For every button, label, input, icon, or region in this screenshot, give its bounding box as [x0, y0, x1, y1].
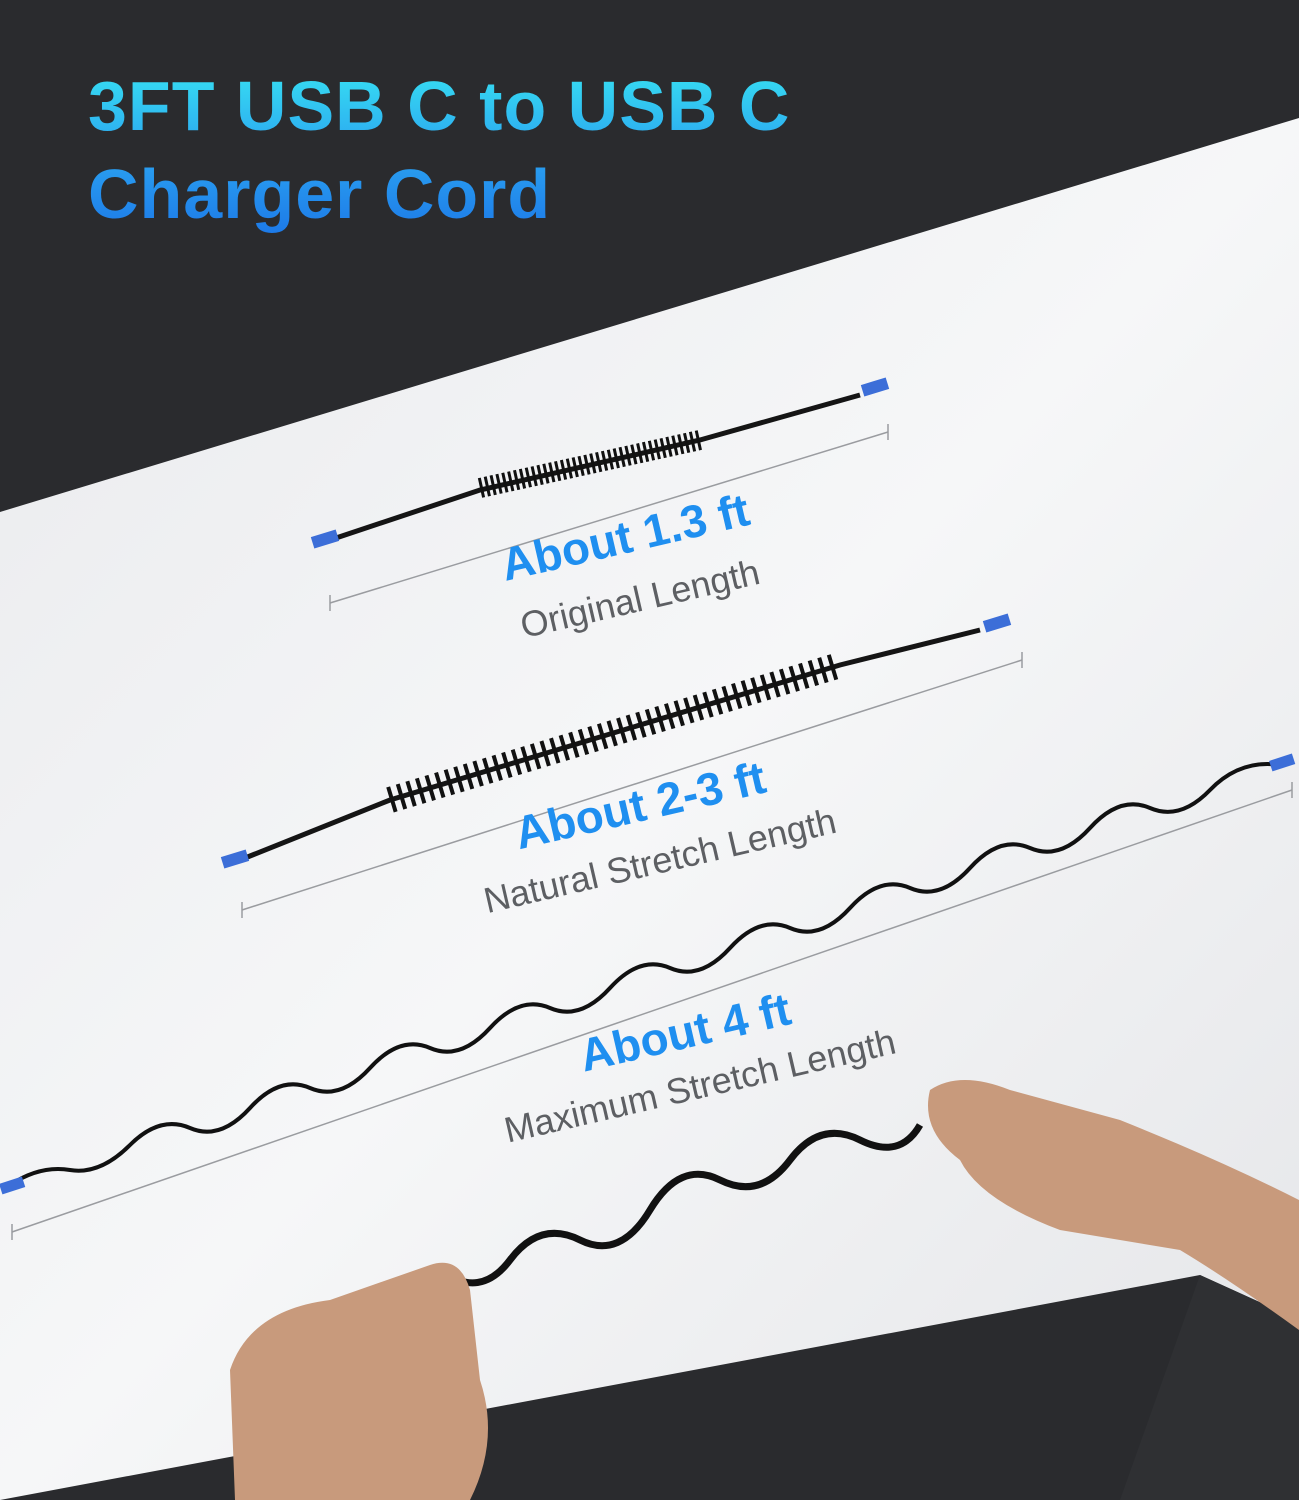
measure-lines — [11, 424, 1293, 1240]
cable-maximum — [0, 753, 1296, 1287]
cable-natural — [220, 613, 1012, 869]
title-line-2: Charger Cord — [88, 155, 552, 233]
cable-original — [310, 377, 890, 549]
title-line-1: 3FT USB C to USB C — [88, 67, 791, 145]
table-edge-shadow — [1120, 1275, 1299, 1500]
page-title: 3FT USB C to USB C Charger Cord — [88, 62, 790, 238]
hands — [230, 1080, 1299, 1500]
